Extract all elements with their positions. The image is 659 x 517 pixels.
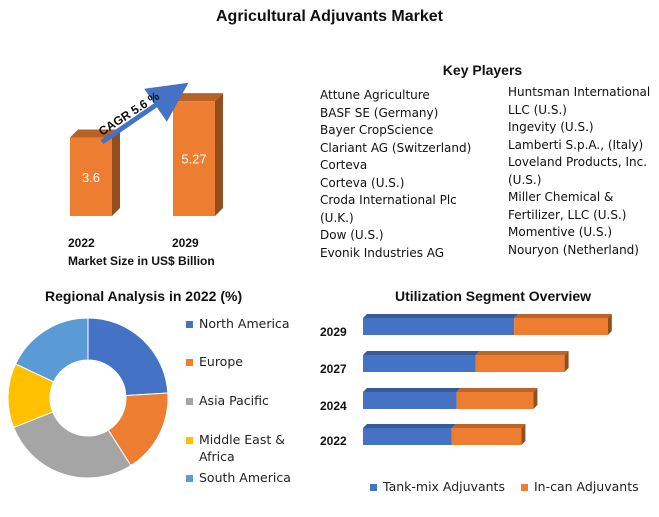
bar-side [521, 424, 526, 445]
bar-top [363, 388, 461, 392]
page-title: Agricultural Adjuvants Market [215, 8, 443, 25]
player-item: Bayer CropScience [320, 123, 434, 137]
donut-slice-asia-pacific [12, 411, 132, 478]
swatch [521, 484, 528, 491]
player-item: Loveland Products, Inc. [508, 155, 648, 169]
utilization-bar-segment [514, 318, 608, 335]
legend-item-south-america: South America [186, 470, 291, 485]
bar-side [112, 129, 120, 216]
legend-item-north-america: North America [186, 316, 290, 331]
bar-top [363, 351, 480, 355]
utilization-bar-segment [456, 392, 534, 409]
swatch [370, 484, 377, 491]
player-item: Miller Chemical & [508, 190, 614, 204]
player-item: Clariant AG (Switzerland) [320, 140, 472, 155]
year-label-2027: 2027 [320, 362, 347, 376]
legend-item-in-can: In-can Adjuvants [521, 479, 639, 494]
legend-item-tank-mix: Tank-mix Adjuvants [370, 479, 505, 494]
bar-top [363, 314, 519, 318]
donut-slice-south-america [14, 318, 89, 383]
year-label-2022: 2022 [320, 434, 347, 448]
market-size-chart: 3.6 5.27 CAGR 5.6 % [70, 82, 223, 216]
player-item: Evonik Industries AG [320, 245, 445, 260]
player-item: LLC (U.S.) [508, 102, 567, 117]
player-item: Fertilizer, LLC (U.S.) [508, 207, 627, 222]
bar-top [456, 388, 538, 392]
utilization-title: Utilization Segment Overview [395, 288, 592, 304]
player-item: Attune Agriculture [320, 88, 430, 102]
regional-title: Regional Analysis in 2022 (%) [45, 288, 243, 304]
regional-donut-chart [7, 318, 169, 478]
bar-top [451, 424, 526, 428]
legend-item-europe: Europe [186, 354, 243, 369]
bar-side [564, 351, 569, 372]
legend-item-asia-pacific: Asia Pacific [186, 393, 269, 408]
bar-top [514, 314, 612, 318]
swatch [186, 437, 193, 444]
market-bar [70, 137, 112, 216]
bar-side [215, 93, 223, 216]
bar-value-label: 3.6 [82, 170, 100, 185]
donut-slice-north-america [87, 318, 169, 397]
utilization-bar-segment [363, 355, 476, 372]
player-item: Lamberti S.p.A., (Italy) [508, 137, 644, 152]
utilization-bar-segment [451, 428, 522, 445]
year-label-2024: 2024 [320, 399, 347, 413]
legend-item-middle-east-africa: Middle East & Africa [186, 431, 285, 465]
market-year-2022: 2022 [68, 236, 95, 250]
bar-value-label: 5.27 [181, 152, 206, 167]
key-players-column-1: Attune Agriculture BASF SE (Germany) Bay… [320, 87, 510, 262]
player-item: BASF SE (Germany) [320, 105, 439, 120]
key-players-column-2: Huntsman International LLC (U.S.) Ingevi… [508, 84, 653, 259]
utilization-bar-chart [363, 314, 612, 445]
player-item: (U.K.) [320, 210, 354, 225]
utilization-bar-segment [363, 428, 452, 445]
player-item: Croda International Plc [320, 193, 457, 207]
utilization-bar-segment [363, 392, 457, 409]
bar-side [533, 388, 538, 409]
bar-top [173, 93, 223, 102]
player-item: Momentive (U.S.) [508, 225, 613, 239]
player-item: Dow (U.S.) [320, 228, 384, 242]
bar-side [607, 314, 612, 335]
utilization-bar-segment [363, 318, 515, 335]
market-year-2029: 2029 [172, 236, 199, 250]
player-item: (U.S.) [508, 172, 542, 187]
swatch [186, 475, 193, 482]
year-label-2029: 2029 [320, 325, 347, 339]
player-item: Ingevity (U.S.) [508, 120, 594, 134]
swatch [186, 321, 193, 328]
player-item: Corteva [320, 158, 368, 172]
player-item: Corteva (U.S.) [320, 175, 405, 190]
key-players-title: Key Players [442, 62, 523, 78]
player-item: Huntsman International [508, 85, 651, 99]
cagr-arrow [100, 82, 189, 145]
swatch [186, 398, 193, 405]
utilization-bar-segment [475, 355, 565, 372]
bar-top [475, 351, 569, 355]
swatch [186, 359, 193, 366]
cagr-label: CAGR 5.6 % [96, 89, 162, 139]
market-size-xlabel: Market Size in US$ Billion [68, 254, 215, 268]
player-item: Nouryon (Netherland) [508, 242, 639, 257]
bar-top [363, 424, 456, 428]
